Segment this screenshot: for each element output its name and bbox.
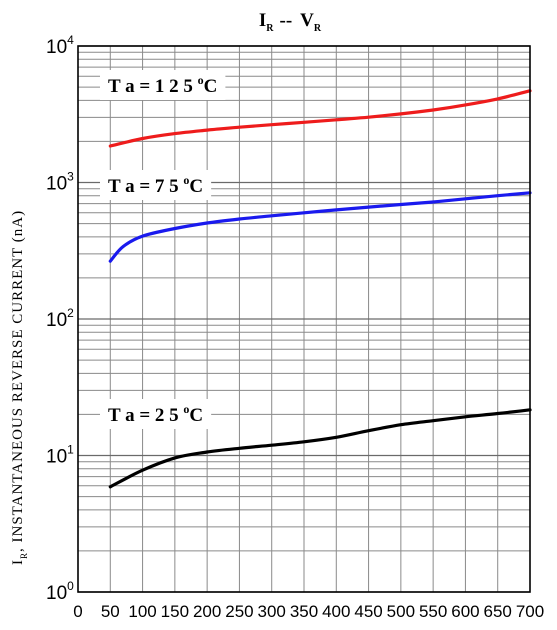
x-tick-label-150: 150 [161,602,189,621]
x-tick-label-700: 700 [516,602,544,621]
series-label-main: T a = 1 2 5 [108,76,198,97]
x-tick-label-400: 400 [322,602,350,621]
series-line-2 [108,191,532,263]
title-main-sub: R [266,23,274,34]
x-tick-label-250: 250 [225,602,253,621]
series-labels: T a = 1 2 5 oCT a = 7 5 oCT a = 2 5 oC [100,70,226,429]
ylabel-main: I [10,559,26,565]
x-tick-label-100: 100 [128,602,156,621]
series-label-1: T a = 1 2 5 oC [100,70,226,100]
x-tick-label-300: 300 [258,602,286,621]
series-label-main: T a = 2 5 [108,405,183,426]
x-tick-labels: 0 50 100 150 200 250 300 350 400 450 500 550 600 650 7… [73,602,544,621]
y-tick-exponent: 0 [67,579,74,593]
title-main: I [259,10,266,31]
x-tick-label-550: 550 [419,602,447,621]
y-axis-label: IR, INSTANTANEOUS REVERSE CURRENT (nA) [10,210,29,565]
series-label-text: T a = 7 5 oC [108,173,203,197]
y-tick-label: 100 [46,579,74,604]
series-curves [108,89,532,489]
series-label-text: T a = 1 2 5 oC [108,73,217,97]
series-label-unit: C [189,176,203,197]
chart-title: IR -- VR [259,10,322,34]
y-tick-label: 101 [46,443,74,468]
x-tick-label-200: 200 [193,602,221,621]
x-tick-label-0: 0 [73,602,82,621]
series-label-2: T a = 7 5 oC [100,170,212,200]
series-label-box [100,170,212,200]
y-tick-exponent: 3 [67,170,74,184]
x-tick-label-600: 600 [451,602,479,621]
series-label-degree: o [183,402,189,416]
y-tick-label: 102 [46,306,74,331]
x-tick-label-500: 500 [387,602,415,621]
y-tick-base: 10 [46,447,67,468]
y-tick-base: 10 [46,583,67,604]
y-tick-exponent: 2 [67,306,74,320]
x-tick-label-50: 50 [101,602,120,621]
title-second-sub: R [314,23,322,34]
plot-frame [77,45,531,593]
x-tick-label-450: 450 [354,602,382,621]
grid [78,45,530,593]
series-label-box [100,399,212,429]
x-tick-label-650: 650 [484,602,512,621]
y-tick-label: 104 [46,33,74,58]
series-line-3 [108,408,532,489]
series-label-box [100,70,226,100]
y-tick-base: 10 [46,174,67,195]
series-label-unit: C [189,405,203,426]
x-tick-label-350: 350 [290,602,318,621]
series-label-main: T a = 7 5 [108,176,183,197]
ylabel-sub: R [19,552,29,559]
series-label-degree: o [198,73,204,87]
series-label-text: T a = 2 5 oC [108,402,203,426]
y-tick-exponent: 4 [67,33,74,47]
series-label-3: T a = 2 5 oC [100,399,212,429]
title-second: V [300,10,314,31]
y-tick-base: 10 [46,37,67,58]
series-label-unit: C [204,76,218,97]
series-line-1 [108,89,532,148]
series-label-degree: o [183,173,189,187]
y-tick-base: 10 [46,310,67,331]
title-sep: -- [280,10,293,31]
y-tick-label: 103 [46,170,74,195]
ylabel-rest: , INSTANTANEOUS REVERSE CURRENT (nA) [10,210,26,552]
y-tick-exponent: 1 [67,443,74,457]
